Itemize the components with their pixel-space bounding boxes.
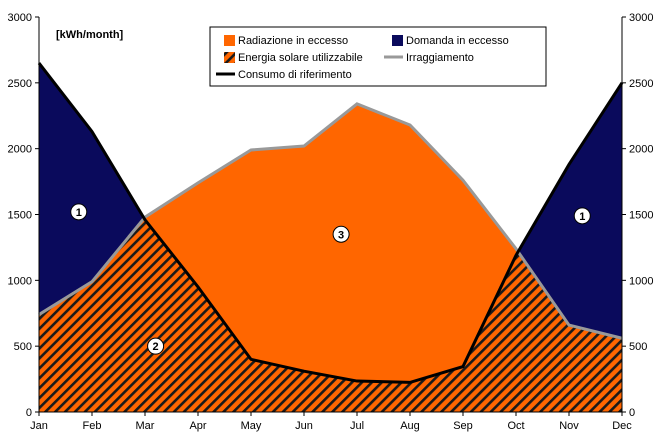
region-marker-label: 3 <box>338 229 344 241</box>
line-irraggiamento <box>38 102 623 340</box>
line-consumo-di-riferimento <box>37 62 624 384</box>
legend-label-radiazione: Radiazione in eccesso <box>238 35 348 47</box>
y-tick-label-left: 1500 <box>8 210 32 222</box>
x-tick-label: Oct <box>507 420 524 432</box>
x-tick-label: May <box>241 420 262 432</box>
x-tick-label: Jun <box>295 420 313 432</box>
unit-label: [kWh/month] <box>56 29 124 41</box>
y-tick-label-left: 0 <box>26 407 32 419</box>
x-tick-label: Aug <box>400 420 420 432</box>
region-marker-circle <box>147 337 165 355</box>
area-energia-solare-utilizzabile <box>39 218 622 412</box>
y-tick-label-left: 500 <box>14 341 32 353</box>
y-tick-label-right: 1500 <box>629 210 653 222</box>
y-tick-label-right: 2500 <box>629 78 653 90</box>
y-tick-label-left: 2000 <box>8 144 32 156</box>
x-tick-label: Mar <box>136 420 155 432</box>
region-marker-label: 2 <box>153 341 159 353</box>
y-tick-label-left: 2500 <box>8 78 32 90</box>
y-tick-label-left: 3000 <box>8 12 32 24</box>
legend-label-domanda: Domanda in eccesso <box>406 35 509 47</box>
x-tick-label: Jan <box>30 420 48 432</box>
x-tick-label: Feb <box>83 420 102 432</box>
y-tick-label-right: 0 <box>629 407 635 419</box>
legend-swatch-domanda <box>392 35 403 46</box>
legend-swatch-radiazione <box>224 35 235 46</box>
region-marker-circle <box>332 225 350 243</box>
y-tick-label-right: 3000 <box>629 12 653 24</box>
x-tick-label: Jul <box>350 420 364 432</box>
legend-swatch-energia <box>224 52 235 63</box>
y-tick-label-right: 500 <box>629 341 647 353</box>
region-marker-circle <box>70 203 88 221</box>
region-marker-label: 1 <box>76 207 82 219</box>
y-tick-label-right: 1000 <box>629 275 653 287</box>
x-tick-label: Sep <box>453 420 473 432</box>
x-tick-label: Apr <box>189 420 206 432</box>
y-tick-label-right: 2000 <box>629 144 653 156</box>
legend-label-irraggiamento: Irraggiamento <box>406 52 474 64</box>
region-marker-circle <box>573 207 591 225</box>
region-marker-label: 1 <box>579 211 585 223</box>
x-tick-label: Nov <box>559 420 579 432</box>
legend-box <box>209 26 547 87</box>
legend-label-energia: Energia solare utilizzabile <box>238 52 363 64</box>
x-tick-label: Dec <box>612 420 632 432</box>
y-tick-label-left: 1000 <box>8 275 32 287</box>
legend-label-consumo: Consumo di riferimento <box>238 69 352 81</box>
